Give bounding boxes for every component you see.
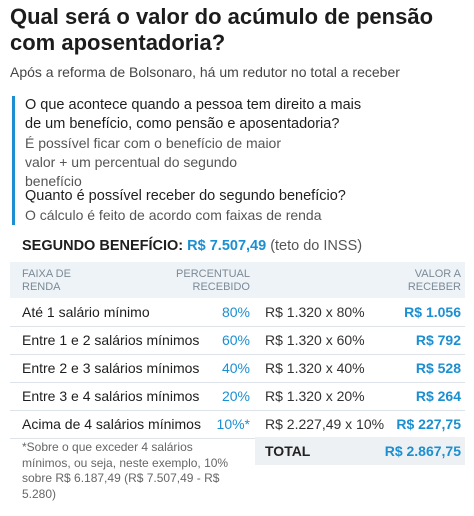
answer: O cálculo é feito de acordo com faixas d…	[25, 207, 322, 223]
cell-formula: R$ 2.227,49 x 10%	[265, 416, 385, 432]
header-value: VALOR A RECEBER	[407, 268, 461, 293]
cell-value: R$ 264	[415, 388, 461, 404]
section: Quanto é possível receber do segundo ben…	[12, 187, 445, 225]
cell-percent: 10%*	[216, 416, 250, 432]
cell-percent: 80%	[221, 304, 250, 320]
cell-percent: 40%	[221, 360, 250, 376]
cell-range: Entre 1 e 2 salários mínimos	[22, 332, 200, 348]
table-row: Até 1 salário mínimo 80% R$ 1.320 x 80% R$ …	[10, 298, 465, 327]
title: Qual será o valor do acúmulo de pensão c…	[10, 4, 434, 55]
cell-formula: R$ 1.320 x 20%	[265, 388, 365, 404]
table-row: Entre 3 e 4 salários mínimos 20% R$ 1.320 …	[10, 382, 465, 411]
cell-value: R$ 792	[415, 332, 461, 348]
cell-formula: R$ 1.320 x 80%	[265, 304, 365, 320]
header-percent: PERCENTUAL RECEBIDO	[176, 268, 250, 293]
cell-value: R$ 227,75	[396, 416, 461, 432]
example-value: R$ 7.507,49	[187, 238, 267, 254]
cell-range: Até 1 salário mínimo	[22, 304, 150, 320]
table-row: Entre 1 e 2 salários mínimos 60% R$ 1.320 …	[10, 326, 465, 355]
cell-range: Entre 3 e 4 salários mínimos	[22, 388, 200, 404]
table-row: Acima de 4 salários mínimos 10%* R$ 2.227,…	[10, 410, 465, 439]
cell-formula: R$ 1.320 x 40%	[265, 360, 365, 376]
section: O que acontece quando a pessoa tem direi…	[12, 96, 365, 191]
cell-value: R$ 1.056	[404, 304, 461, 320]
cell-formula: R$ 1.320 x 60%	[265, 332, 365, 348]
cell-range: Acima de 4 salários mínimos	[22, 416, 201, 432]
cell-range: Entre 2 e 3 salários mínimos	[22, 360, 200, 376]
example: SEGUNDO BENEFÍCIO: R$ 7.507,49 (teto do …	[22, 238, 362, 254]
cell-percent: 20%	[221, 388, 250, 404]
example-note: (teto do INSS)	[270, 238, 363, 254]
total-row: TOTAL R$ 2.867,75	[255, 437, 465, 465]
example-label: SEGUNDO BENEFÍCIO:	[22, 238, 184, 254]
table-row: Entre 2 e 3 salários mínimos 40% R$ 1.320 …	[10, 354, 465, 383]
subtitle: Após a reforma de Bolsonaro, há um redut…	[10, 64, 400, 80]
header-range: FAIXA DE RENDA	[22, 268, 71, 293]
cell-percent: 60%	[221, 332, 250, 348]
answer: É possível ficar com o benefício de maio…	[25, 135, 282, 189]
question: O que acontece quando a pessoa tem direi…	[25, 97, 362, 132]
cell-value: R$ 528	[415, 360, 461, 376]
total-label: TOTAL	[265, 443, 311, 459]
total-value: R$ 2.867,75	[384, 443, 461, 459]
footnote: *Sobre o que exceder 4 salários mínimos,…	[22, 440, 229, 501]
question: Quanto é possível receber do segundo ben…	[25, 188, 346, 204]
table-header: FAIXA DE RENDA PERCENTUAL RECEBIDO VALOR…	[10, 262, 465, 298]
